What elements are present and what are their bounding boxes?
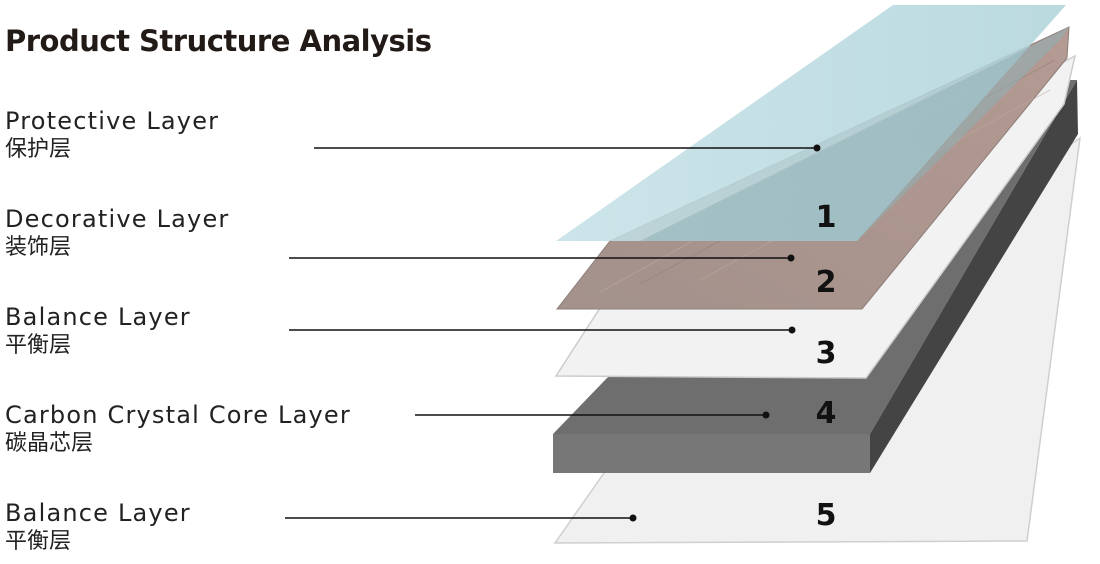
core-slab-side <box>870 80 1078 473</box>
leader-line-5 <box>285 514 637 522</box>
leader-dot-5 <box>629 514 637 522</box>
layer-name-zh: 平衡层 <box>5 529 72 554</box>
page-title: Product Structure Analysis <box>5 24 432 58</box>
layer-1-sheet <box>556 5 1066 241</box>
leader-dot-4 <box>762 411 770 419</box>
leader-line-2 <box>289 254 795 262</box>
core-slab-front <box>553 434 870 473</box>
layer-number-1: 1 <box>816 200 837 235</box>
leader-line-4 <box>415 411 770 419</box>
leader-line-3 <box>289 326 796 334</box>
layer-name-zh: 装饰层 <box>5 235 72 260</box>
layer-name-en: Decorative Layer <box>5 205 230 233</box>
layer-name-en: Carbon Crystal Core Layer <box>5 401 351 429</box>
layer-label-decorative: Decorative Layer 装饰层 <box>5 204 230 262</box>
layer-number-5: 5 <box>816 498 837 533</box>
layer-name-zh: 保护层 <box>5 137 72 162</box>
layer-name-en: Protective Layer <box>5 107 220 135</box>
leader-dot-2 <box>787 254 795 262</box>
layer-name-zh: 碳晶芯层 <box>5 431 94 456</box>
layer-number-3: 3 <box>816 336 837 371</box>
layer-number-2: 2 <box>816 265 837 300</box>
leader-line-1 <box>314 144 821 152</box>
leader-dot-3 <box>788 326 796 334</box>
layer-1-protective-sheet <box>556 5 1069 241</box>
layer-label-carbon-core: Carbon Crystal Core Layer 碳晶芯层 <box>5 400 351 458</box>
layer-label-protective: Protective Layer 保护层 <box>5 106 219 164</box>
layer-name-en: Balance Layer <box>5 303 191 331</box>
layer-name-zh: 平衡层 <box>5 333 72 358</box>
layer-1-sheet-shade <box>640 27 1069 241</box>
layer-label-balance-top: Balance Layer 平衡层 <box>5 302 191 360</box>
layer-label-balance-bottom: Balance Layer 平衡层 <box>5 498 191 556</box>
layer-name-en: Balance Layer <box>5 499 191 527</box>
leader-dot-1 <box>813 144 821 152</box>
layer-number-4: 4 <box>816 396 837 431</box>
